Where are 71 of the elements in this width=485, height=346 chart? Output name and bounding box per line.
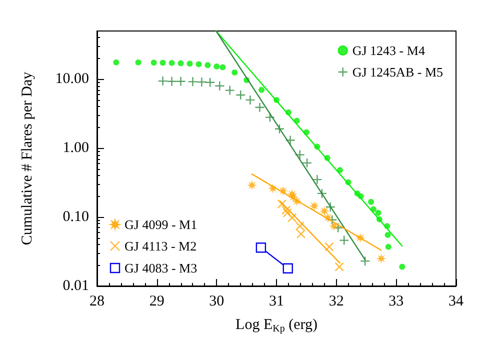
y-tick-label: 1.00 <box>62 140 89 156</box>
point <box>220 64 226 70</box>
x-tick-label: 29 <box>149 294 164 310</box>
point <box>214 80 225 91</box>
point <box>150 60 157 66</box>
point <box>204 62 211 68</box>
point <box>246 180 257 190</box>
point <box>333 222 344 233</box>
point <box>334 262 344 272</box>
point <box>336 167 343 174</box>
point <box>375 210 382 216</box>
legend-label: GJ 4083 - M3 <box>124 260 198 276</box>
point <box>294 150 305 160</box>
x-tick-label: 30 <box>209 294 224 310</box>
point <box>328 221 339 232</box>
point <box>188 76 198 87</box>
point <box>282 208 292 218</box>
point <box>312 174 322 185</box>
x-tick-label: 28 <box>90 294 104 310</box>
point <box>176 76 186 86</box>
point <box>204 77 216 88</box>
point <box>399 264 406 270</box>
point <box>385 244 392 250</box>
x-tick-label: 34 <box>448 294 464 310</box>
point <box>309 200 320 211</box>
point <box>113 59 120 66</box>
legend-label: GJ 4113 - M2 <box>124 238 197 254</box>
point <box>258 86 265 93</box>
point <box>256 242 266 253</box>
point <box>186 60 193 67</box>
point <box>264 112 276 122</box>
point <box>282 263 293 274</box>
legend-label: GJ 1243 - M4 <box>352 43 426 58</box>
point <box>196 76 207 88</box>
legend-label: GJ 1245AB - M5 <box>352 64 444 80</box>
point <box>285 135 296 146</box>
point <box>327 214 338 225</box>
point <box>384 232 391 238</box>
point <box>319 206 330 216</box>
x-tick-label: 33 <box>388 294 404 310</box>
x-tick-label: 31 <box>269 294 284 310</box>
point <box>178 60 184 66</box>
point <box>254 102 265 112</box>
y-tick-label: 0.10 <box>62 209 89 226</box>
point <box>158 76 168 86</box>
point <box>236 90 246 100</box>
legend-label: GJ 4099 - M1 <box>124 217 198 232</box>
x-tick-label: 32 <box>328 294 344 310</box>
point <box>214 63 220 70</box>
point <box>168 60 175 66</box>
point <box>196 61 202 68</box>
point <box>316 188 328 199</box>
point <box>245 94 256 106</box>
y-tick-label: 10.00 <box>55 71 89 88</box>
point <box>166 76 177 86</box>
point <box>281 206 291 215</box>
point <box>232 70 238 76</box>
point <box>376 254 386 264</box>
y-axis-title: Cumulative # Flares per Day <box>20 71 36 246</box>
point <box>324 242 334 252</box>
y-tick-label: 0.01 <box>62 278 89 294</box>
point <box>135 59 142 66</box>
point <box>360 256 370 266</box>
point <box>287 213 297 222</box>
point <box>302 158 312 168</box>
point <box>224 85 235 96</box>
point <box>368 198 374 205</box>
point <box>339 235 350 246</box>
point <box>160 60 166 66</box>
point <box>274 124 285 134</box>
point <box>325 202 336 212</box>
